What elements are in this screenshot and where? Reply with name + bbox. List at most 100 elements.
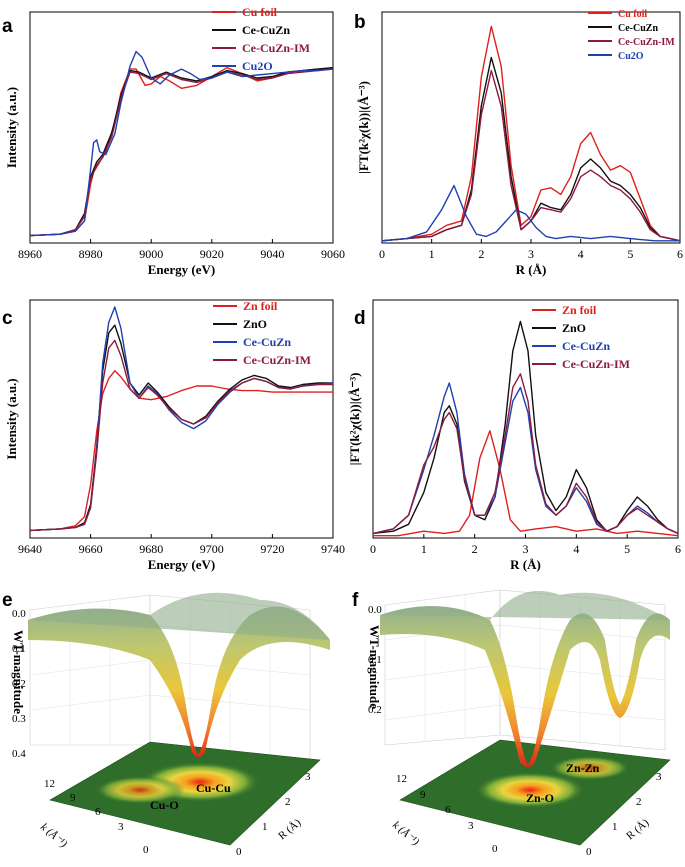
chart-a-frame: [29, 11, 334, 244]
chart-b-series-0: [381, 25, 681, 242]
chart-d-xtick-label: 0: [370, 542, 376, 556]
wt-e-klabel: k (Å⁻¹): [38, 821, 70, 850]
chart-c-frame: [29, 299, 334, 539]
wt-e-rtick-3: 3: [305, 771, 311, 783]
chart-d-legend-label-3: Ce-CuZn-IM: [562, 357, 630, 371]
chart-a-legend-label-2: Ce-CuZn-IM: [242, 41, 310, 55]
wt-e-rlabel: R (Å): [276, 817, 303, 843]
panel-letter-c: c: [2, 308, 13, 329]
wt-e-ktick-4: 0: [143, 844, 149, 856]
chart-d-xtick-label: 5: [624, 542, 630, 556]
chart-a-xlabel: Energy (eV): [148, 262, 216, 277]
wt-e-surface-top: [28, 592, 330, 640]
wt-f-rtick-0: 0: [586, 846, 592, 858]
chart-b-series-2: [381, 69, 681, 242]
chart-c-legend-label-3: Ce-CuZn-IM: [243, 353, 311, 367]
wt-e-ztick-3: 0.3: [12, 713, 26, 725]
chart-c-zn-xanes: 9640 9660 9680 9700 9720 9740 Energy (eV) Inten…: [4, 299, 345, 572]
wt-f-rtick-1: 1: [612, 821, 618, 833]
chart-a-series-1: [29, 67, 334, 237]
wt-f-ktick-0: 12: [396, 773, 407, 785]
wt-f-ktick-3: 3: [468, 820, 474, 832]
panel-letter-d: d: [354, 308, 366, 329]
panel-letter-f: f: [352, 590, 359, 611]
wt-f-ktick-1: 9: [420, 789, 426, 801]
wt-f-surface: [380, 606, 670, 767]
chart-d-xtick-label: 2: [472, 542, 478, 556]
chart-b-xtick-label: 6: [677, 247, 683, 261]
wt-e-rtick-1: 1: [262, 821, 268, 833]
wt-f-floor-hotspot-2: [550, 756, 630, 780]
chart-d-xlabel: R (Å): [510, 557, 541, 572]
chart-a-series-3: [29, 50, 334, 237]
chart-c-legend-label-1: ZnO: [243, 317, 267, 331]
chart-c-xtick-label: 9740: [321, 542, 345, 556]
wt-e-zlabel: WT-magnitude: [11, 630, 26, 714]
chart-b-cu-ft-exafs: 0 1 2 3 4 5 6 R (Å) |FT(k²χ(k))|(Å⁻³) Cu foil Ce-C…: [356, 9, 683, 277]
chart-d-legend-label-0: Zn foil: [562, 303, 597, 317]
chart-c-legend-label-0: Zn foil: [243, 299, 278, 313]
wt-f-peak-label-0: Zn-Zn: [566, 761, 600, 775]
chart-b-xtick-label: 2: [478, 247, 484, 261]
chart-b-legend-label-0: Cu foil: [618, 9, 647, 20]
chart-c-xtick-label: 9660: [79, 542, 103, 556]
chart-b-xtick-label: 0: [379, 247, 385, 261]
chart-b-legend-label-3: Cu2O: [618, 51, 644, 62]
wt-e-ztick-1: 0.1: [12, 643, 26, 655]
chart-d-xtick-label: 6: [675, 542, 681, 556]
chart-b-series-3: [381, 184, 680, 242]
chart-a-xtick-label: 8960: [18, 247, 42, 261]
panel-letter-a: a: [2, 16, 13, 37]
panel-letter-b: b: [354, 12, 366, 33]
chart-b-legend-label-2: Ce-CuZn-IM: [618, 37, 675, 48]
chart-c-series-3: [29, 339, 333, 532]
chart-b-xlabel: R (Å): [516, 262, 547, 277]
wt-f-ztick-1: 0.1: [368, 654, 382, 666]
chart-c-ylabel: Intensity (a.u.): [4, 378, 19, 459]
wt-e-ktick-0: 12: [44, 778, 55, 790]
chart-b-xtick-label: 3: [528, 247, 534, 261]
chart-d-series-3: [372, 373, 679, 535]
chart-d-xtick-label: 3: [523, 542, 529, 556]
wt-e-peak-label-0: Cu-Cu: [196, 781, 231, 795]
chart-a-xtick-label: 9020: [200, 247, 224, 261]
wt-e-ztick-2: 0.2: [12, 678, 26, 690]
chart-c-xtick-label: 9680: [139, 542, 163, 556]
wt-e-ztick-0: 0.0: [12, 608, 26, 620]
chart-a-legend-label-3: Cu2O: [242, 59, 273, 73]
wt-f-ktick-4: 0: [492, 843, 498, 855]
wt-e-surface: [28, 606, 330, 757]
wt-plot-f: 0.0 0.1 0.2 WT-magnitude 12 9 6 3 0 k (Å…: [367, 589, 671, 858]
chart-b-xtick-label: 4: [578, 247, 584, 261]
chart-d-series-2: [372, 382, 679, 535]
chart-a-legend-label-1: Ce-CuZn: [242, 23, 290, 37]
wt-f-rtick-2: 2: [636, 796, 642, 808]
chart-a-xtick-label: 8980: [79, 247, 103, 261]
wt-f-zlabel: WT-magnitude: [367, 625, 382, 709]
chart-d-ylabel: |FT(k²χ(k))|(Å⁻³): [347, 373, 362, 466]
chart-b-series-1: [381, 56, 681, 242]
chart-a-xtick-label: 9000: [139, 247, 163, 261]
wt-f-klabel: k (Å⁻¹): [390, 819, 422, 848]
wt-f-rtick-3: 3: [656, 771, 662, 783]
wt-plot-e: 0.0 0.1 0.2 0.3 0.4 WT-magnitude 12 9 6 …: [11, 592, 330, 858]
wt-e-rtick-2: 2: [285, 796, 291, 808]
chart-d-series-1: [372, 320, 679, 535]
wt-f-ztick-0: 0.0: [368, 604, 382, 616]
wt-e-ktick-3: 3: [118, 821, 124, 833]
wt-e-ztick-4: 0.4: [12, 748, 26, 760]
chart-d-legend-label-2: Ce-CuZn: [562, 339, 610, 353]
chart-b-legend-label-1: Ce-CuZn: [618, 23, 658, 34]
wt-e-rtick-0: 0: [236, 846, 242, 858]
wt-e-peak-label-1: Cu-O: [150, 798, 179, 812]
wt-f-surface-top: [380, 590, 670, 620]
chart-b-ylabel: |FT(k²χ(k))|(Å⁻³): [356, 81, 371, 174]
wt-f-peak-label-1: Zn-O: [526, 791, 554, 805]
chart-d-series-0: [373, 430, 679, 537]
wt-e-ktick-1: 9: [70, 792, 76, 804]
chart-b-xtick-label: 5: [627, 247, 633, 261]
chart-d-zn-ft-exafs: 0 1 2 3 4 5 6 R (Å) |FT(k²χ(k))|(Å⁻³) Zn foil ZnO C…: [347, 299, 681, 572]
wt-f-rlabel: R (Å): [624, 817, 651, 843]
chart-d-xtick-label: 1: [421, 542, 427, 556]
chart-d-xtick-label: 4: [573, 542, 579, 556]
